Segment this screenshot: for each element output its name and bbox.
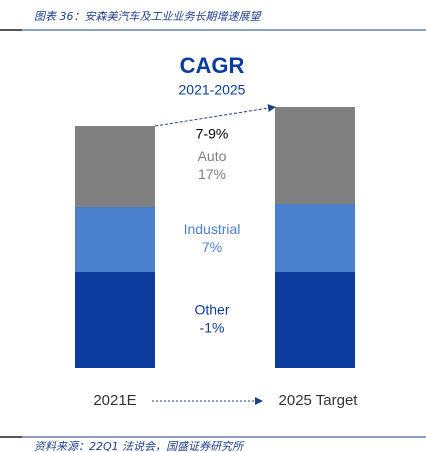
series-label: Other	[194, 302, 229, 318]
bar-segment	[75, 126, 155, 207]
bar-segment	[275, 107, 355, 204]
footer-source: 资料来源：22Q1 法说会，国盛证券研究所	[34, 440, 245, 452]
bar-segment	[275, 272, 355, 368]
series-cagr: 7%	[202, 239, 222, 255]
bar-segment	[275, 204, 355, 272]
cagr-arrow	[154, 104, 276, 127]
series-cagr: 17%	[198, 166, 226, 182]
series-label: Auto	[198, 148, 227, 164]
bar-segment	[75, 207, 155, 272]
series-cagr: -1%	[200, 320, 225, 336]
x-tick-label: 2025 Target	[279, 392, 359, 409]
total-cagr: 7-9%	[196, 126, 229, 142]
x-tick-label: 2021E	[93, 392, 136, 409]
chart-title: CAGR	[180, 53, 245, 78]
series-label: Industrial	[184, 221, 241, 237]
chart-subtitle: 2021-2025	[179, 82, 246, 98]
bar-segment	[75, 272, 155, 368]
header-caption: 图表 36：安森美汽车及工业业务长期增速展望	[34, 10, 262, 23]
